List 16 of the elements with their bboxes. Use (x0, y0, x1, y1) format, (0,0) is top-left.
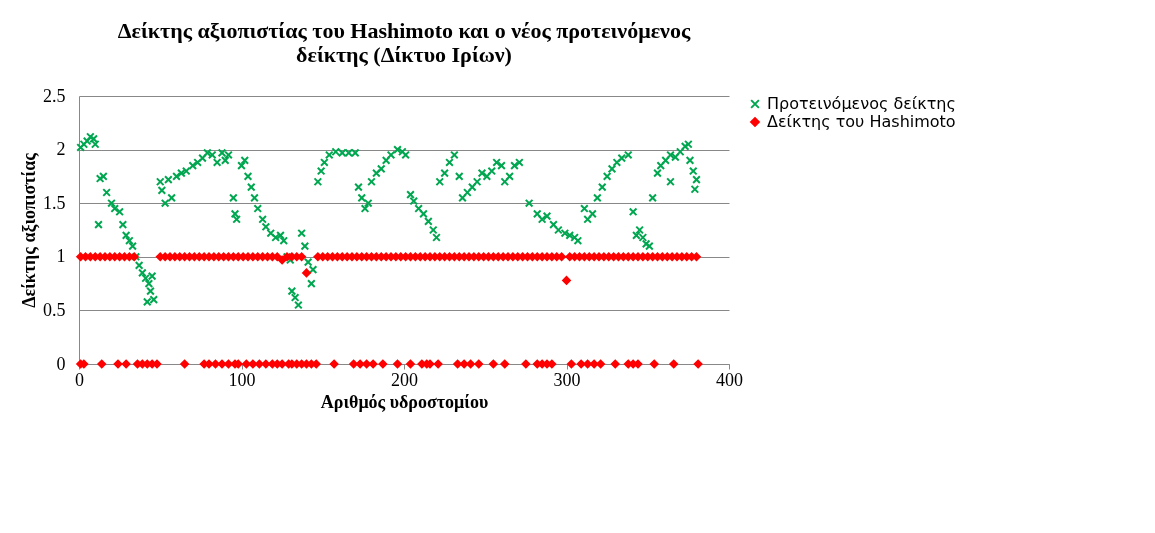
legend-label: Προτεινόμενος δείκτης (767, 94, 956, 113)
x-tick-label: 0 (75, 369, 84, 390)
y-tick-label: 2 (56, 139, 66, 160)
chart-title: Δείκτης αξιοπιστίας του Hashimoto και ο νέος προτεινόμενος δείκτης (Δίκτυο Ιρίων) (117, 18, 691, 67)
y-tick-label: 0.5 (43, 299, 66, 320)
y-tick-label: 1.5 (43, 192, 66, 213)
x-axis-title: Αριθμός υδροστομίου (320, 391, 489, 412)
x-tick-label: 300 (553, 369, 581, 390)
y-tick-label: 2.5 (43, 85, 66, 106)
y-tick-label: 1 (56, 246, 66, 267)
x-tick-label: 200 (391, 369, 418, 390)
x-tick-label: 100 (228, 369, 256, 390)
y-tick-label: 0 (56, 353, 66, 374)
x-tick-label: 400 (716, 369, 743, 390)
y-axis-title: Δείκτης αξιοπιστίας (19, 152, 40, 308)
legend-label: Δείκτης του Hashimoto (767, 112, 956, 131)
